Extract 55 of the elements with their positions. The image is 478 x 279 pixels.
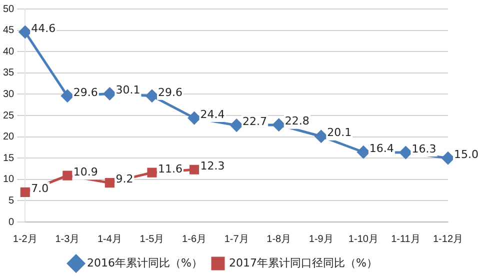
x-tick-label: 1-11月	[391, 234, 420, 245]
x-tick-label: 1-6月	[182, 234, 206, 245]
point	[399, 146, 412, 159]
data-label: 16.3	[412, 142, 436, 156]
data-label: 29.6	[158, 86, 182, 99]
x-tick-label: 1-12月	[432, 234, 464, 245]
data-label: 15.0	[454, 148, 478, 161]
x-tick-label: 1-10月	[348, 234, 378, 245]
y-tick-label: 40	[3, 46, 15, 58]
data-label: 11.6	[158, 162, 182, 176]
data-label: 30.1	[116, 84, 140, 97]
legend-label: 2016年累计同比（%）	[87, 256, 203, 270]
data-label: 12.3	[200, 159, 225, 172]
x-tick-label: 1-3月	[55, 234, 80, 245]
y-tick-label: 20	[3, 132, 15, 143]
data-label: 9.2	[116, 172, 134, 186]
data-label: 16.4	[369, 142, 394, 155]
data-label: 7.0	[31, 182, 49, 196]
data-label: 29.6	[73, 86, 98, 99]
y-tick-label: 0	[8, 216, 15, 228]
x-tick-label: 1-4月	[97, 234, 122, 245]
y-tick-label: 45	[3, 25, 15, 36]
point	[442, 152, 454, 164]
point	[147, 168, 157, 178]
y-tick-label: 5	[8, 195, 15, 206]
y-tick-label: 35	[3, 68, 15, 79]
point	[103, 88, 116, 100]
y-tick-label: 30	[3, 88, 15, 100]
point	[314, 130, 328, 143]
point	[357, 146, 370, 158]
point	[62, 170, 72, 180]
point	[188, 112, 201, 124]
x-tick-label: 1-5月	[140, 234, 164, 245]
point	[104, 178, 114, 188]
point	[20, 187, 30, 197]
x-tick-label: 1-8月	[266, 234, 292, 245]
y-tick-label: 50	[3, 4, 15, 15]
y-tick-label: 25	[3, 110, 15, 122]
data-label: 24.4	[200, 108, 225, 121]
point	[230, 119, 243, 132]
data-label: 22.8	[284, 114, 310, 128]
data-label: 10.9	[73, 165, 98, 178]
point	[272, 118, 286, 132]
x-tick-label: 1-2月	[12, 234, 38, 245]
point	[61, 90, 74, 102]
data-label: 22.7	[242, 115, 268, 128]
x-tick-label: 1-9月	[308, 234, 334, 245]
x-tick-label: 1-7月	[224, 234, 249, 245]
point	[189, 164, 200, 174]
legend-label: 2017年累计同口径同比（%）	[229, 256, 378, 270]
y-tick-label: 10	[3, 174, 15, 186]
point	[146, 90, 158, 102]
data-label: 44.6	[31, 22, 56, 35]
y-tick-label: 15	[3, 152, 15, 164]
data-label: 20.1	[327, 126, 352, 140]
